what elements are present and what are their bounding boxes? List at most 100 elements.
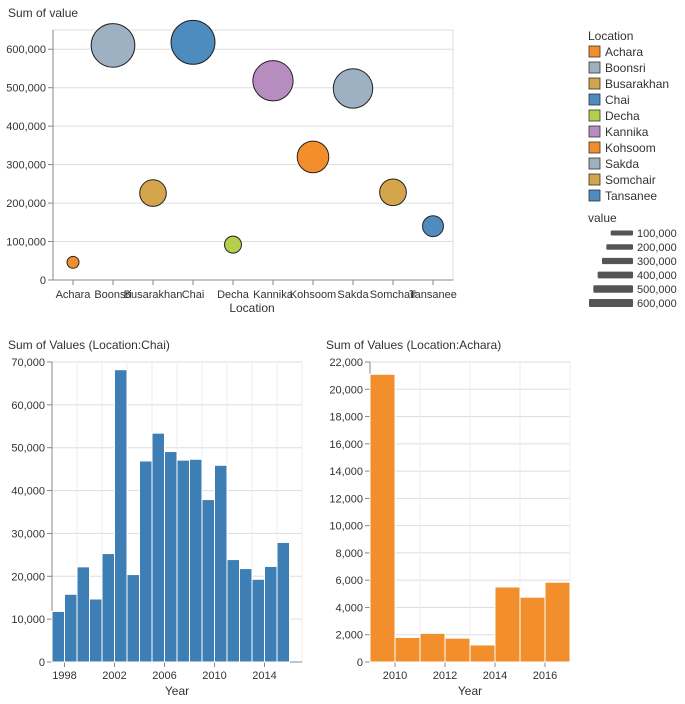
legend-swatch-busarakhan [588, 77, 601, 90]
location-legend: Location Achara Boonsri Busarakhan Chai Dech… [588, 29, 669, 203]
chai-bar-1998[interactable] [64, 593, 78, 663]
size-legend-mark [593, 285, 633, 293]
chai-y-tick-label: 20,000 [11, 571, 45, 583]
achara-chart-title: Sum of Values (Location:Achara) [326, 338, 501, 352]
bubble-tansanee[interactable] [422, 215, 444, 238]
achara-bar-2010[interactable] [394, 636, 421, 663]
size-legend-mark [606, 244, 633, 250]
achara-bar-2012[interactable] [444, 637, 471, 663]
chai-bar-2014[interactable] [264, 565, 278, 663]
bubble-sakda[interactable] [332, 68, 374, 109]
bubble-x-tick-label: Busarakhan [124, 289, 183, 301]
achara-x-tick-label: 2012 [433, 670, 457, 682]
legend-swatch-tansanee [588, 189, 601, 202]
chai-bar-2012[interactable] [239, 568, 253, 663]
size-legend-label: 600,000 [637, 298, 677, 310]
chai-bar-2007[interactable] [176, 459, 190, 663]
chai-bar-2015[interactable] [276, 541, 290, 663]
bubble-kohsoom[interactable] [296, 140, 330, 174]
chai-bar-2013[interactable] [251, 578, 265, 663]
chai-y-tick-label: 60,000 [11, 400, 45, 412]
chai-bar-2005[interactable] [151, 432, 165, 663]
chai-x-axis: 1998 2002 2006 2010 2014 [52, 661, 302, 682]
bubble-y-tick-label: 200,000 [6, 198, 46, 210]
bubble-busarakhan[interactable] [139, 179, 167, 207]
bubble-x-tick-label: Achara [56, 289, 92, 301]
bubble-kannika[interactable] [252, 60, 294, 102]
achara-bar-2015[interactable] [519, 596, 546, 663]
bubble-marks[interactable] [66, 19, 444, 269]
chai-bar-1999[interactable] [76, 566, 90, 663]
legend-label-kohsoom: Kohsoom [605, 141, 656, 155]
chai-bar-2006[interactable] [164, 451, 178, 663]
chai-bar-2008[interactable] [189, 458, 203, 663]
bubble-x-tick-label: Tansanee [409, 289, 457, 301]
bubble-y-tick-label: 100,000 [6, 237, 46, 249]
achara-y-tick-label: 14,000 [329, 466, 363, 478]
achara-y-tick-label: 16,000 [329, 439, 363, 451]
bubble-achara[interactable] [66, 255, 80, 269]
legend-swatch-boonsri [588, 61, 601, 74]
bubble-x-tick-label: Chai [182, 289, 205, 301]
achara-y-tick-label: 4,000 [335, 602, 363, 614]
achara-y-tick-label: 8,000 [335, 548, 363, 560]
bubble-x-tick-label: Somchair [370, 289, 417, 301]
chai-bar-chart: Sum of Values (Location:Chai) 0 10,000 20,… [8, 338, 303, 698]
bubble-boonsri[interactable] [90, 23, 136, 68]
achara-bar-2009[interactable] [369, 373, 396, 663]
chai-y-tick-label: 0 [39, 657, 45, 669]
bubble-y-tick-label: 400,000 [6, 121, 46, 133]
chai-y-tick-label: 50,000 [11, 443, 45, 455]
chai-x-tick-label: 1998 [52, 670, 76, 682]
chai-y-tick-label: 40,000 [11, 486, 45, 498]
achara-bar-chart: Sum of Values (Location:Achara) 0 2,000 4,… [326, 338, 571, 698]
achara-x-tick-label: 2016 [533, 670, 557, 682]
chai-bar-2000[interactable] [89, 598, 103, 663]
achara-y-tick-label: 22,000 [329, 357, 363, 369]
bubble-x-axis-title: Location [229, 301, 274, 315]
bubble-y-tick-label: 300,000 [6, 160, 46, 172]
achara-bars[interactable] [369, 373, 571, 663]
chai-x-tick-label: 2006 [152, 670, 176, 682]
size-legend-label: 300,000 [637, 256, 677, 268]
bubble-chai[interactable] [170, 19, 216, 65]
chai-bar-2004[interactable] [139, 460, 153, 663]
achara-bar-2016[interactable] [544, 581, 571, 663]
size-legend-mark [602, 257, 633, 265]
chai-bar-2011[interactable] [226, 559, 240, 663]
chai-y-tick-label: 30,000 [11, 528, 45, 540]
bubble-chart: Sum of value 0 100,000 200,000 300,000 400,0… [6, 6, 457, 315]
achara-y-tick-label: 6,000 [335, 575, 363, 587]
chai-x-axis-title: Year [165, 684, 189, 698]
achara-x-tick-label: 2014 [483, 670, 507, 682]
chai-bar-2002[interactable] [114, 369, 128, 663]
achara-y-tick-label: 12,000 [329, 493, 363, 505]
achara-bar-2013[interactable] [469, 644, 496, 663]
chai-bars[interactable] [51, 369, 290, 663]
legend-swatch-sakda [588, 157, 601, 170]
bubble-y-axis: 0 100,000 200,000 300,000 400,000 500,000 600,… [6, 30, 54, 287]
value-size-legend: value 100,000 200,000 300,000 400,000 500,00… [588, 211, 677, 310]
bubble-x-tick-label: Kohsoom [290, 289, 336, 301]
achara-bar-2014[interactable] [494, 586, 521, 663]
bubble-decha[interactable] [224, 235, 242, 254]
chai-bar-2003[interactable] [126, 574, 140, 663]
chai-bar-2001[interactable] [101, 553, 115, 663]
legend-label-kannika: Kannika [605, 125, 649, 139]
chai-bar-2009[interactable] [201, 499, 215, 663]
chai-y-tick-label: 10,000 [11, 614, 45, 626]
chai-x-tick-label: 2010 [202, 670, 226, 682]
bubble-chart-title: Sum of value [8, 6, 78, 20]
size-legend-mark [589, 299, 633, 307]
bubble-x-tick-label: Sakda [337, 289, 369, 301]
chai-bar-1997[interactable] [51, 610, 65, 663]
achara-bar-2011[interactable] [419, 632, 446, 663]
legend-swatch-kannika [588, 125, 601, 138]
chai-bar-2010[interactable] [214, 464, 228, 663]
bubble-somchair[interactable] [379, 178, 407, 207]
achara-y-tick-label: 18,000 [329, 412, 363, 424]
size-legend-label: 500,000 [637, 284, 677, 296]
legend-label-sakda: Sakda [605, 157, 639, 171]
legend-swatch-chai [588, 93, 601, 106]
size-legend-label: 400,000 [637, 270, 677, 282]
